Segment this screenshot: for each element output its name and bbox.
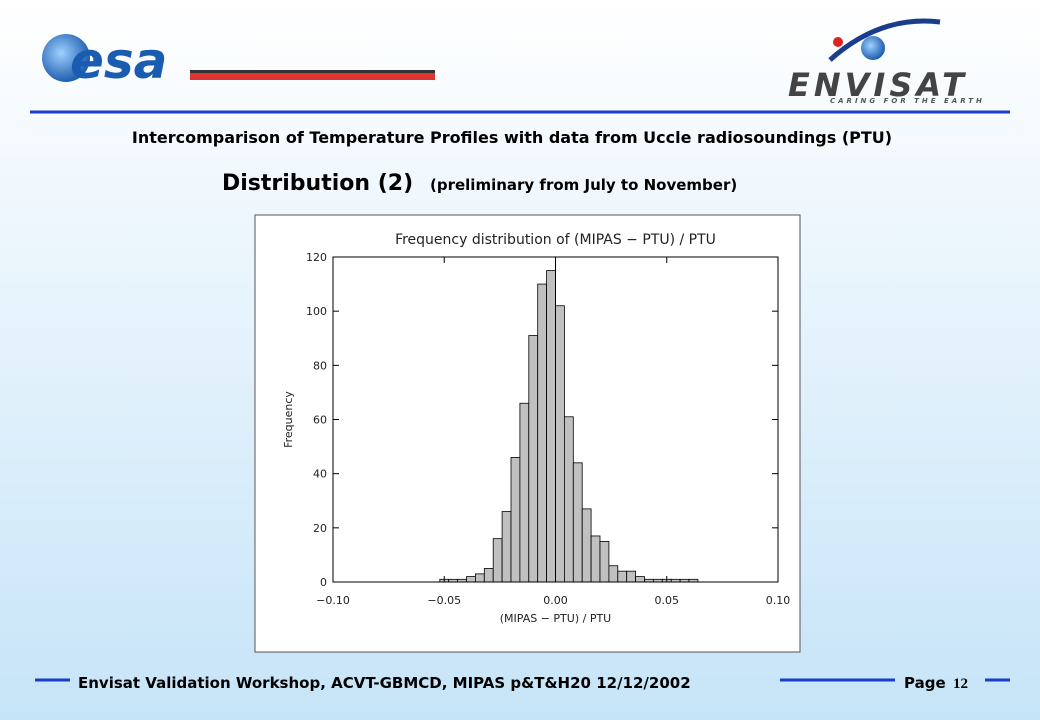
bar (501, 511, 512, 583)
envisat-dot (833, 37, 843, 47)
x-tick-label: 0.00 (543, 594, 568, 607)
y-tick-label: 0 (320, 576, 327, 589)
envisat-tagline: CARING FOR THE EARTH (830, 97, 985, 105)
y-tick-label: 40 (313, 468, 327, 481)
y-tick-label: 100 (306, 305, 327, 318)
y-tick-label: 80 (313, 359, 327, 372)
esa-globe (42, 34, 90, 82)
x-tick-label: −0.05 (427, 594, 461, 607)
envisat-logo: ENVISAT (788, 66, 968, 104)
footer-text: Envisat Validation Workshop, ACVT-GBMCD,… (78, 674, 691, 692)
page-number: 12 (953, 676, 968, 692)
envisat-globe (861, 36, 885, 60)
slide-title: Intercomparison of Temperature Profiles … (132, 128, 892, 147)
page-label: Page (904, 674, 946, 692)
bar (635, 576, 645, 583)
bar (555, 305, 565, 583)
y-axis-label: Frequency (282, 391, 295, 448)
x-tick-label: 0.10 (766, 594, 791, 607)
flags (190, 70, 435, 80)
slide-subtitle-note: (preliminary from July to November) (430, 176, 737, 194)
bar (572, 462, 583, 583)
envisat-swoosh (828, 18, 941, 62)
bar (474, 573, 485, 583)
x-axis-label: (MIPAS − PTU) / PTU (500, 612, 611, 625)
bar (466, 576, 476, 583)
y-tick-label: 60 (313, 414, 327, 427)
bar (581, 508, 592, 583)
x-tick-label: 0.05 (655, 594, 680, 607)
bar (537, 283, 548, 583)
y-tick-label: 120 (306, 251, 327, 264)
bar (528, 335, 539, 583)
bar (519, 402, 530, 583)
bar (608, 565, 619, 583)
x-tick-label: −0.10 (316, 594, 350, 607)
bar (617, 570, 628, 583)
esa-logo: esa (70, 32, 167, 90)
bar (564, 416, 574, 583)
slide-subtitle: Distribution (2) (222, 171, 413, 196)
bar (626, 570, 637, 583)
bar (483, 568, 494, 583)
bar (492, 538, 503, 583)
bar (510, 457, 521, 583)
bar (599, 540, 610, 583)
chart: Frequency distribution of (MIPAS − PTU) … (282, 232, 790, 625)
chart-title: Frequency distribution of (MIPAS − PTU) … (395, 232, 716, 248)
bar (590, 535, 601, 583)
bar (546, 270, 556, 583)
y-tick-label: 20 (313, 522, 327, 535)
